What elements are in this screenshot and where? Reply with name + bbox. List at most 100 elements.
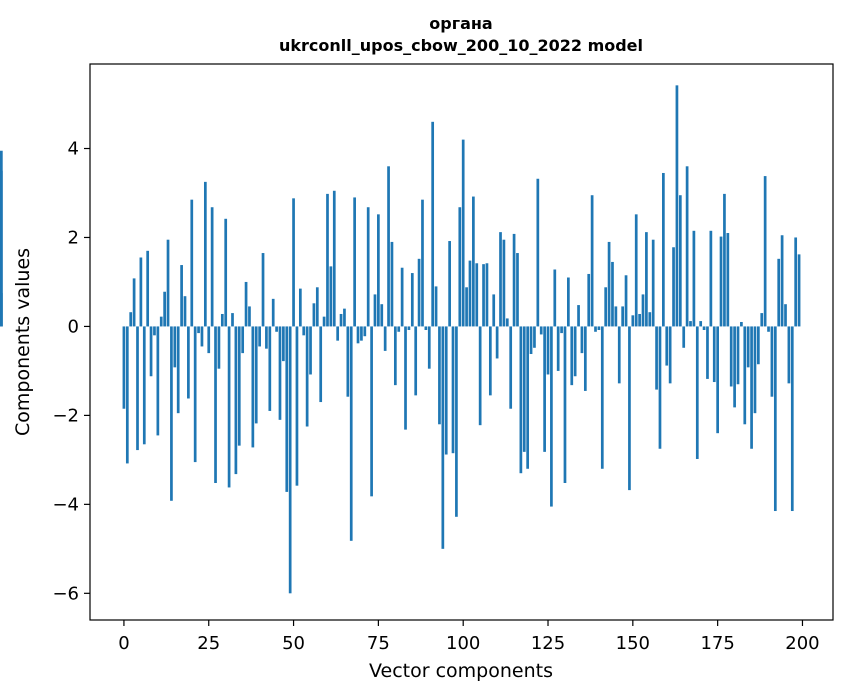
bar (628, 326, 631, 491)
bar (234, 326, 238, 475)
bar (187, 326, 190, 399)
bar (763, 176, 767, 327)
bar (136, 326, 139, 451)
bar (132, 278, 136, 327)
bar (678, 195, 682, 327)
bar (180, 265, 183, 327)
bar (410, 273, 414, 327)
bar (594, 326, 597, 332)
bar (488, 326, 492, 396)
bar (360, 326, 363, 341)
bar (282, 326, 285, 362)
y-tick-label: 0 (68, 316, 79, 337)
bar (692, 230, 696, 327)
bar (529, 326, 533, 355)
bar (621, 306, 625, 327)
bar (550, 326, 553, 507)
bar (611, 261, 614, 327)
bar (315, 287, 319, 327)
bar (631, 315, 635, 327)
bar (600, 326, 604, 469)
bar (251, 326, 255, 448)
bar (129, 312, 133, 327)
bar (526, 326, 530, 469)
bar (193, 326, 197, 463)
bar (258, 326, 261, 347)
bar (339, 313, 343, 327)
bar (288, 326, 292, 594)
x-tick-label: 200 (785, 633, 819, 654)
bar (536, 178, 540, 327)
bar (424, 326, 428, 330)
bar (326, 193, 329, 327)
y-axis-ticks: −6 −4 −2 0 2 4 (52, 139, 90, 604)
y-tick-label: 4 (68, 139, 79, 160)
bar (227, 326, 231, 488)
bar (784, 304, 787, 327)
bar (159, 316, 163, 327)
bar (485, 263, 489, 327)
bar (343, 308, 346, 327)
bar (346, 326, 350, 397)
bar (322, 316, 326, 327)
bar (431, 121, 435, 327)
bar (237, 326, 241, 446)
bar (648, 312, 652, 327)
bar (261, 253, 265, 327)
bar (302, 326, 306, 336)
bar (353, 197, 356, 327)
y-tick-label: −4 (52, 494, 79, 515)
bar (214, 326, 217, 483)
bar (377, 214, 380, 327)
bar (397, 326, 401, 332)
bar (573, 326, 577, 377)
bar (519, 326, 523, 474)
bar (499, 232, 502, 327)
bar (455, 326, 458, 517)
bar (478, 326, 482, 426)
bar (451, 326, 455, 454)
bar (231, 313, 234, 327)
bar (292, 198, 295, 327)
bar (400, 267, 404, 327)
bar (607, 241, 611, 327)
bar (441, 326, 445, 549)
bar (444, 326, 448, 455)
bar (265, 326, 268, 349)
bar (780, 235, 784, 327)
bar (753, 326, 757, 414)
bar (465, 287, 468, 327)
bar (370, 326, 373, 497)
bar (448, 241, 451, 327)
bar (685, 166, 689, 327)
bar (275, 326, 278, 332)
bar (366, 207, 370, 327)
bar (217, 326, 221, 369)
bar (461, 139, 465, 327)
bar (468, 260, 472, 327)
bar (729, 326, 733, 387)
bar (587, 273, 591, 327)
bar (495, 326, 499, 359)
bar (278, 326, 282, 420)
bar (617, 326, 621, 384)
bar (142, 326, 146, 445)
bar (577, 305, 580, 327)
bar (380, 304, 384, 327)
bar (149, 326, 153, 377)
bar (472, 196, 475, 327)
bar (543, 326, 546, 452)
bar (200, 326, 204, 347)
bar (787, 326, 791, 384)
bar (329, 266, 333, 327)
x-tick-label: 125 (531, 633, 565, 654)
bar (241, 326, 245, 354)
bar (349, 326, 353, 541)
bar (244, 281, 248, 327)
bar (560, 326, 563, 334)
bar (634, 214, 638, 327)
bar (458, 207, 462, 327)
bar (271, 298, 275, 327)
